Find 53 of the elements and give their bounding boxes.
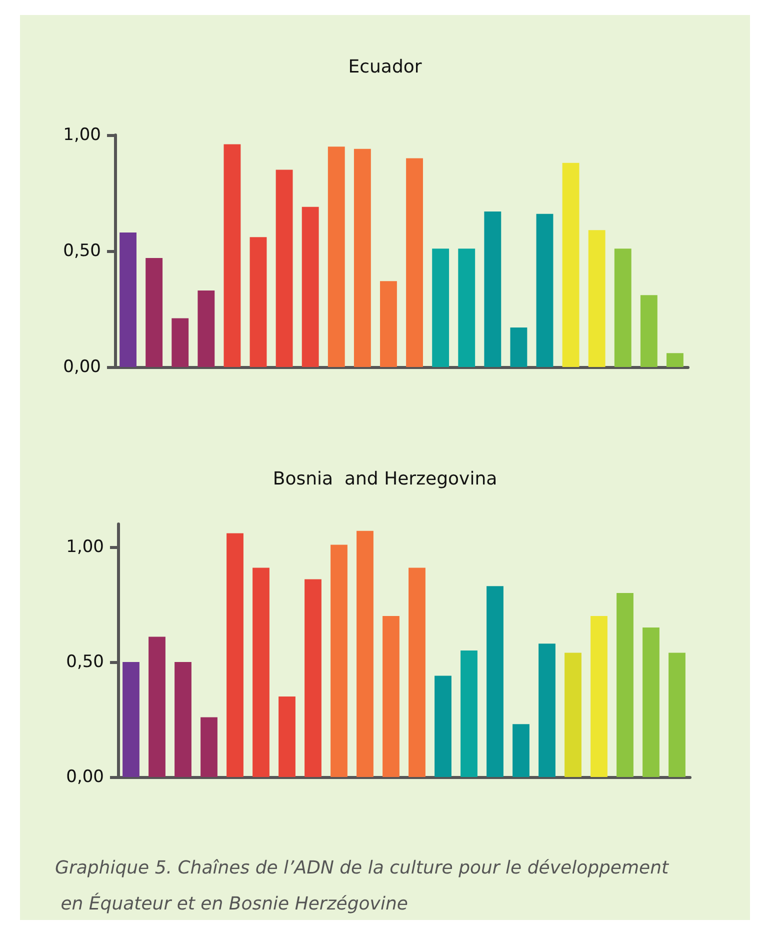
bar — [252, 568, 270, 777]
bar — [408, 568, 426, 777]
bar — [538, 644, 556, 777]
bar — [120, 232, 136, 367]
y-tick-label: 1,00 — [66, 537, 104, 557]
bar — [174, 662, 192, 777]
chart-title: Bosnia and Herzegovina — [272, 468, 498, 490]
bar — [226, 533, 244, 777]
chart-title: Ecuador — [348, 56, 422, 78]
bar — [616, 593, 634, 777]
bar — [122, 662, 140, 777]
bar — [588, 230, 606, 367]
bar — [356, 530, 374, 777]
bar — [224, 144, 241, 367]
y-tick-label: 1,00 — [63, 125, 101, 145]
y-tick-label: 0,50 — [66, 652, 104, 672]
bar — [536, 214, 554, 367]
bar — [640, 295, 658, 367]
bar — [276, 170, 293, 367]
bar — [328, 146, 345, 367]
bar — [614, 248, 632, 367]
bar — [432, 248, 450, 367]
bar — [380, 281, 397, 367]
bar — [562, 162, 580, 367]
bar — [304, 579, 322, 777]
y-tick-label: 0,00 — [66, 767, 104, 787]
bar — [354, 148, 371, 367]
bar — [172, 318, 189, 367]
bar — [666, 353, 684, 367]
bar — [512, 724, 530, 777]
bar — [302, 206, 319, 367]
bar — [200, 717, 218, 777]
bar — [668, 652, 686, 777]
y-tick-label: 0,50 — [63, 241, 101, 261]
bar — [382, 616, 400, 777]
bar — [486, 586, 504, 777]
bar — [148, 636, 166, 777]
bar — [642, 628, 660, 777]
text: Graphique 5. Chaînes de l’ADN de la culture pour le développement en Équateur et en Bosnie Herzégovine — [55, 858, 670, 914]
bar — [198, 290, 215, 367]
bar — [484, 212, 502, 367]
bar — [458, 248, 476, 367]
bar — [330, 544, 348, 777]
bar — [406, 158, 423, 367]
bar — [434, 676, 452, 777]
bar — [564, 652, 582, 777]
y-tick-label: 0,00 — [63, 357, 101, 377]
bar — [460, 650, 478, 777]
bar — [590, 616, 608, 777]
bar — [146, 258, 163, 367]
bar — [250, 237, 267, 367]
bar — [278, 696, 296, 777]
bar — [510, 328, 528, 367]
